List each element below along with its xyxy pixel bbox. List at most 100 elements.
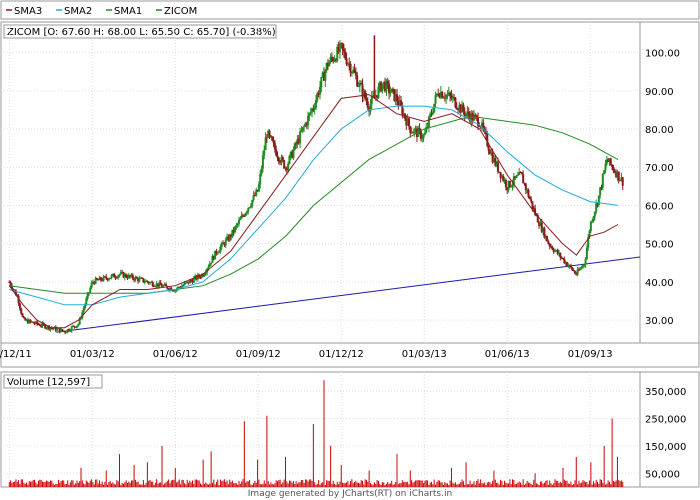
candle-body-378 <box>510 186 513 188</box>
candle-body-46 <box>69 330 72 332</box>
candle-body-359 <box>484 130 487 135</box>
candle-body-427 <box>575 273 578 275</box>
candle-body-200 <box>273 142 276 150</box>
candle-body-242 <box>329 56 332 63</box>
candle-body-173 <box>238 220 241 224</box>
candle-body-90 <box>127 275 130 279</box>
candle-body-390 <box>526 189 529 191</box>
candle-body-78 <box>111 273 114 276</box>
candle-body-181 <box>248 207 251 209</box>
candle-body-210 <box>287 163 290 171</box>
candle-body-445 <box>599 187 602 196</box>
candle-body-33 <box>52 328 55 330</box>
candle-body-416 <box>560 257 563 259</box>
candle-body-81 <box>115 277 118 279</box>
candle-body-18 <box>32 321 35 324</box>
candle-body-145 <box>200 274 203 278</box>
candle-body-372 <box>502 175 505 181</box>
candle-body-237 <box>322 72 325 81</box>
price-x-tick-6: 01/06/13 <box>485 349 530 360</box>
candle-body-380 <box>512 176 515 184</box>
candle-body-188 <box>257 184 260 192</box>
candle-body-291 <box>394 94 397 101</box>
candle-body-296 <box>401 105 404 116</box>
candle-body-406 <box>547 241 550 244</box>
candle-body-144 <box>199 276 202 278</box>
candle-body-315 <box>426 126 429 128</box>
candle-body-458 <box>616 171 619 178</box>
candle-body-276 <box>374 95 377 97</box>
candle-body-224 <box>305 123 308 126</box>
sma3-line <box>8 94 619 329</box>
candle-body-189 <box>259 173 262 185</box>
candle-body-127 <box>176 287 179 289</box>
candle-body-194 <box>265 137 268 139</box>
candle-body-409 <box>551 246 554 250</box>
candle-body-258 <box>350 72 353 74</box>
candle-body-396 <box>534 208 537 215</box>
price-x-tick-5: 01/03/13 <box>402 349 447 360</box>
candle-body-142 <box>196 274 199 280</box>
candle-body-88 <box>125 274 128 278</box>
candle-body-304 <box>411 132 414 134</box>
legend-label-0: SMA3 <box>14 6 42 17</box>
candle-body-19 <box>33 323 36 325</box>
candle-body-28 <box>45 327 48 329</box>
candle-body-17 <box>30 321 33 323</box>
candle-body-292 <box>396 94 399 102</box>
candle-body-177 <box>243 215 246 217</box>
candle-body-183 <box>251 199 254 206</box>
candle-body-356 <box>480 122 483 128</box>
legend-label-1: SMA2 <box>64 6 92 17</box>
candle-body-178 <box>244 213 247 217</box>
candle-body-238 <box>324 70 327 81</box>
candle-body-425 <box>572 270 575 272</box>
candle-body-260 <box>353 69 356 73</box>
candle-body-65 <box>94 278 97 284</box>
candle-body-299 <box>405 118 408 126</box>
candle-body-164 <box>226 236 229 240</box>
candle-body-105 <box>147 282 150 284</box>
candle-body-324 <box>438 94 441 98</box>
candle-body-157 <box>216 252 219 254</box>
candle-body-99 <box>139 277 142 279</box>
candle-body-293 <box>397 101 400 106</box>
candle-body-20 <box>34 321 37 324</box>
candle-body-364 <box>491 152 494 163</box>
candle-body-196 <box>268 130 271 136</box>
candle-body-270 <box>366 101 369 108</box>
candle-body-184 <box>252 194 255 200</box>
price-y-tick-5: 80.00 <box>645 125 674 136</box>
candle-body-132 <box>183 282 186 286</box>
candle-body-381 <box>514 176 517 178</box>
price-x-tick-4: 01/12/12 <box>319 349 364 360</box>
candle-body-77 <box>110 275 113 278</box>
candle-body-393 <box>530 199 533 202</box>
candle-body-3 <box>12 288 15 290</box>
candle-body-155 <box>214 250 217 260</box>
candle-body-68 <box>98 277 101 281</box>
candle-body-76 <box>109 277 112 279</box>
candle-body-225 <box>307 115 310 126</box>
candle-body-325 <box>439 92 442 98</box>
candle-body-206 <box>281 157 284 161</box>
candle-body-193 <box>264 137 267 150</box>
candle-body-121 <box>168 287 171 291</box>
candle-body-192 <box>263 149 266 156</box>
candle-body-151 <box>208 263 211 267</box>
candle-body-10 <box>21 313 24 317</box>
candle-body-415 <box>559 252 562 258</box>
candle-body-215 <box>293 143 296 150</box>
candle-body-433 <box>583 264 586 266</box>
candle-body-432 <box>581 265 584 268</box>
candle-body-125 <box>174 289 177 292</box>
candle-body-137 <box>190 280 193 282</box>
candle-body-287 <box>389 92 392 94</box>
candle-body-45 <box>68 329 71 331</box>
candle-body-86 <box>122 272 125 278</box>
candle-body-24 <box>40 325 43 327</box>
candle-body-351 <box>474 115 477 117</box>
candle-body-419 <box>564 262 567 264</box>
candle-body-247 <box>336 46 339 62</box>
candle-body-226 <box>308 113 311 116</box>
